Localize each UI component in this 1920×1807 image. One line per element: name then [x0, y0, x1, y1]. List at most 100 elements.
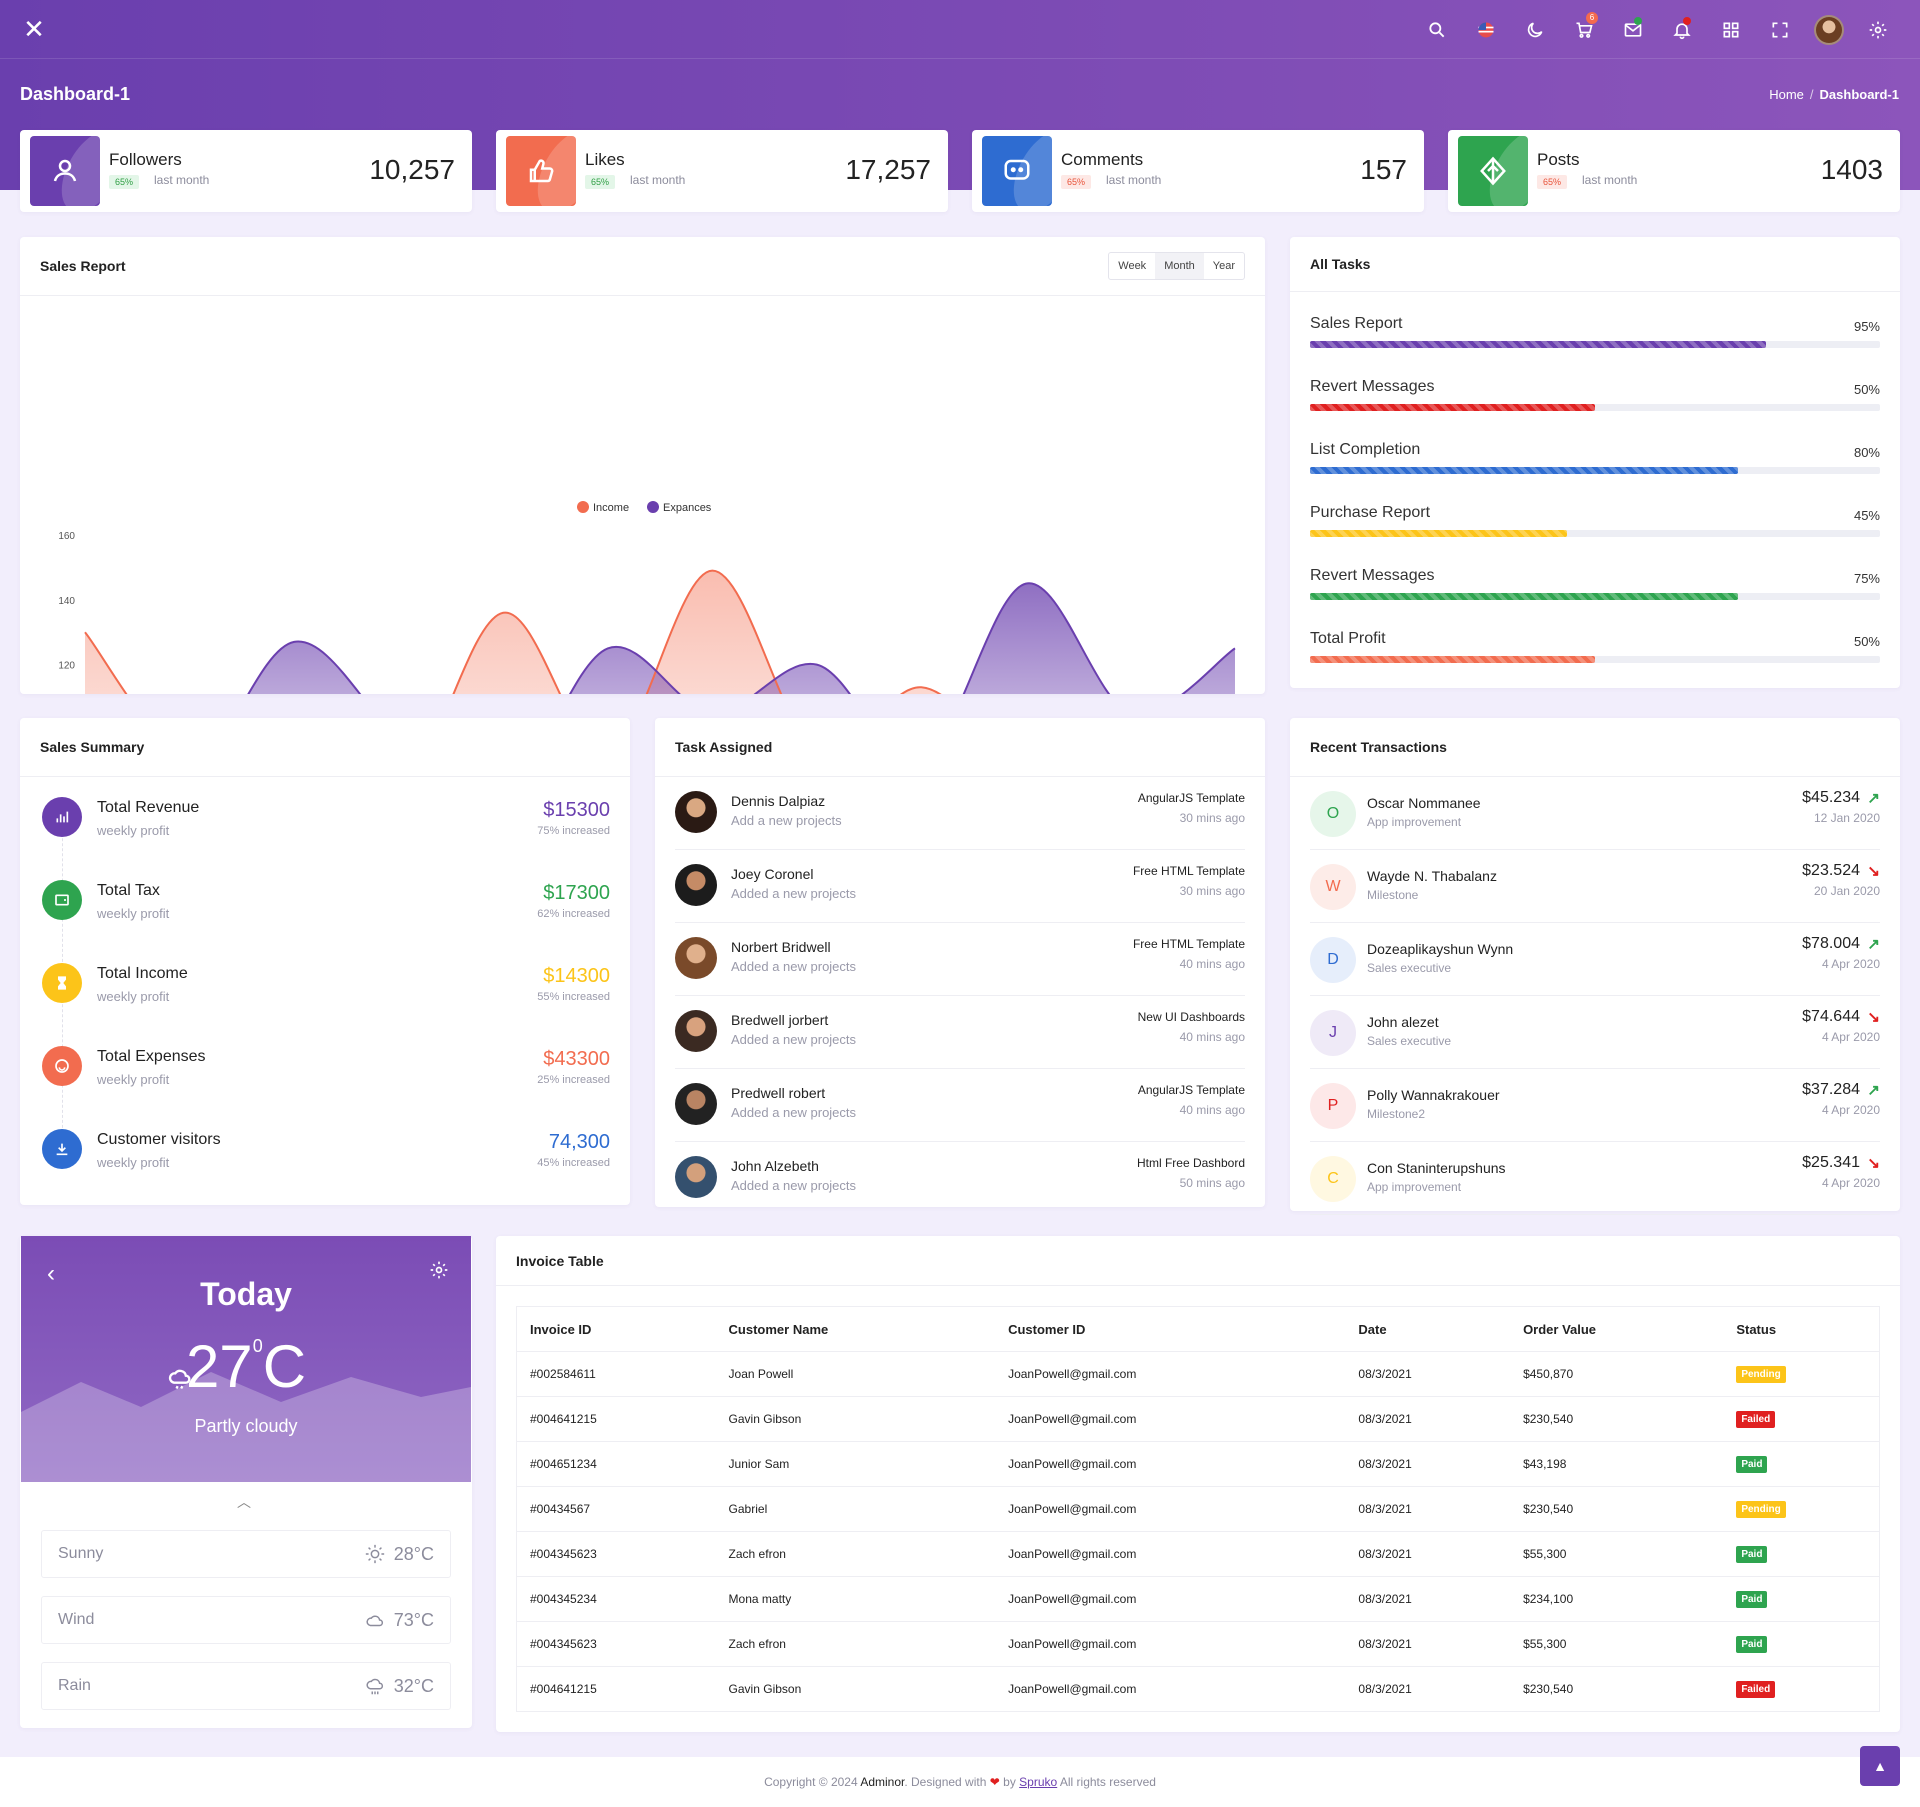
- legend-marker[interactable]: [577, 501, 589, 513]
- breadcrumb-home[interactable]: Home: [1769, 87, 1804, 102]
- bell-icon[interactable]: [1657, 12, 1706, 48]
- chevron-up-icon[interactable]: ︿: [237, 1494, 251, 1510]
- cell-date: 08/3/2021: [1345, 1621, 1511, 1667]
- transaction-item[interactable]: W Wayde N. Thabalanz Milestone $23.524 ↘ 20 J…: [1310, 850, 1880, 923]
- table-row[interactable]: #004345623 Zach efron JoanPowell@gmail.com…: [516, 1621, 1880, 1667]
- weather-row-unit: °C: [413, 1544, 434, 1564]
- search-icon[interactable]: [1412, 12, 1461, 48]
- table-row[interactable]: #004651234 Junior Sam JoanPowell@gmail.com…: [516, 1441, 1880, 1487]
- tab-month[interactable]: Month: [1155, 253, 1204, 279]
- legend-marker[interactable]: [647, 501, 659, 513]
- summary-value: $17300: [543, 882, 610, 904]
- assigned-item[interactable]: Norbert Bridwell Added a new projects Free…: [675, 923, 1245, 996]
- breadcrumb-current: Dashboard-1: [1819, 87, 1899, 102]
- weather-row-label: Wind: [58, 1611, 95, 1628]
- cell-value: $230,540: [1510, 1486, 1724, 1532]
- apps-icon[interactable]: [1706, 12, 1755, 48]
- task-progress-track: [1310, 656, 1880, 663]
- moon-icon[interactable]: [1510, 12, 1559, 48]
- flag-icon[interactable]: [1461, 12, 1510, 48]
- weather-row-label: Rain: [58, 1677, 91, 1694]
- assigned-item[interactable]: Bredwell jorbert Added a new projects New …: [675, 996, 1245, 1069]
- table-row[interactable]: #004345623 Zach efron JoanPowell@gmail.com…: [516, 1531, 1880, 1577]
- top-navbar: ✕ 6: [0, 0, 1920, 59]
- assigned-template: Free HTML Template: [1132, 864, 1245, 878]
- cell-id: #004641215: [516, 1396, 716, 1442]
- weather-row-unit: °C: [413, 1610, 434, 1630]
- back-to-top-button[interactable]: ▲: [1860, 1746, 1900, 1786]
- bell-dot: [1683, 17, 1691, 25]
- summary-title: Total Revenue: [97, 799, 200, 816]
- fullscreen-icon[interactable]: [1755, 12, 1804, 48]
- transaction-date: 4 Apr 2020: [1821, 1103, 1880, 1117]
- avatar: [675, 1010, 717, 1052]
- transaction-item[interactable]: P Polly Wannakrakouer Milestone2 $37.284 ↗ 4 …: [1310, 1069, 1880, 1142]
- task-item: Total Profit 50%: [1310, 630, 1880, 663]
- assignee-name: Norbert Bridwell: [731, 939, 831, 955]
- table-row[interactable]: #004345234 Mona matty JoanPowell@gmail.com…: [516, 1576, 1880, 1622]
- avatar[interactable]: [1804, 12, 1853, 48]
- weather-row-number: 32: [393, 1676, 414, 1696]
- transaction-amount: $78.004: [1802, 935, 1860, 952]
- tab-week[interactable]: Week: [1118, 260, 1147, 272]
- column-header[interactable]: Date: [1345, 1306, 1511, 1352]
- settings-icon[interactable]: [1853, 12, 1902, 48]
- footer-brand[interactable]: Adminor: [860, 1775, 905, 1789]
- weather-row: Rain 32°C: [41, 1662, 451, 1710]
- stat-pct-badge: 65%: [109, 175, 140, 189]
- close-icon[interactable]: ✕: [23, 14, 45, 44]
- legend-label[interactable]: Expances: [663, 502, 712, 514]
- avatar: [675, 864, 717, 906]
- column-header[interactable]: Customer ID: [995, 1306, 1346, 1352]
- tab-year[interactable]: Year: [1212, 260, 1235, 272]
- assigned-item[interactable]: Predwell robert Added a new projects Angul…: [675, 1069, 1245, 1142]
- transaction-item[interactable]: C Con Staninterupshuns App improvement $25.…: [1310, 1142, 1880, 1215]
- table-row[interactable]: #002584611 Joan Powell JoanPowell@gmail.co…: [516, 1351, 1880, 1397]
- footer-company-link[interactable]: Spruko: [1019, 1775, 1058, 1789]
- transaction-item[interactable]: O Oscar Nommanee App improvement $45.234 ↗ 12…: [1310, 777, 1880, 850]
- weather-description: Partly cloudy: [194, 1416, 298, 1436]
- transaction-sub: Milestone: [1367, 888, 1419, 902]
- transaction-item[interactable]: D Dozeaplikayshun Wynn Sales executive $78.…: [1310, 923, 1880, 996]
- column-header[interactable]: Order Value: [1510, 1306, 1724, 1352]
- transaction-sub: Sales executive: [1367, 961, 1452, 975]
- task-progress-fill: [1310, 467, 1738, 474]
- status-badge: Pending: [1736, 1365, 1786, 1383]
- cell-name: Zach efron: [715, 1531, 996, 1577]
- avatar: [675, 1156, 717, 1198]
- transaction-item[interactable]: J John alezet Sales executive $74.644 ↘ 4 Apr…: [1310, 996, 1880, 1069]
- legend-label[interactable]: Income: [593, 502, 629, 514]
- task-item: Purchase Report 45%: [1310, 504, 1880, 537]
- invoice-title: Invoice Table: [496, 1236, 1900, 1286]
- summary-item: Total Income weekly profit $14300 55% incre…: [40, 953, 610, 1013]
- table-row[interactable]: #00434567 Gabriel JoanPowell@gmail.com 08/3…: [516, 1486, 1880, 1532]
- top-icons: 6: [1412, 12, 1902, 48]
- transaction-sub: Milestone2: [1367, 1107, 1426, 1121]
- cell-cid: JoanPowell@gmail.com: [995, 1576, 1346, 1622]
- assigned-template: AngularJS Template: [1137, 1083, 1245, 1097]
- mail-icon[interactable]: [1608, 12, 1657, 48]
- task-name: Purchase Report: [1310, 504, 1431, 521]
- cart-icon[interactable]: 6: [1559, 12, 1608, 48]
- chevron-left-icon[interactable]: ‹: [47, 1260, 55, 1287]
- cell-date: 08/3/2021: [1345, 1486, 1511, 1532]
- cell-id: #00434567: [516, 1486, 716, 1532]
- gear-icon[interactable]: [429, 1260, 449, 1280]
- assigned-item[interactable]: John Alzebeth Added a new projects Html Fr…: [675, 1142, 1245, 1215]
- avatar: [675, 937, 717, 979]
- hourglass-icon: [42, 963, 82, 1003]
- assigned-item[interactable]: Dennis Dalpiaz Add a new projects AngularJ…: [675, 777, 1245, 850]
- column-header[interactable]: Status: [1723, 1306, 1880, 1352]
- column-header[interactable]: Customer Name: [715, 1306, 996, 1352]
- transaction-name: Con Staninterupshuns: [1367, 1160, 1506, 1176]
- assigned-item[interactable]: Joey Coronel Added a new projects Free HTM…: [675, 850, 1245, 923]
- trend-up-icon: ↗: [1867, 1082, 1880, 1099]
- assigned-template: New UI Dashboards: [1137, 1010, 1245, 1024]
- table-row[interactable]: #004641215 Gavin Gibson JoanPowell@gmail.c…: [516, 1396, 1880, 1442]
- status-badge: Failed: [1736, 1410, 1776, 1428]
- table-row[interactable]: #004641215 Gavin Gibson JoanPowell@gmail.c…: [516, 1666, 1880, 1712]
- transaction-avatar: P: [1310, 1083, 1356, 1129]
- assigned-time: 30 mins ago: [1179, 811, 1245, 825]
- task-percent: 75%: [1853, 571, 1880, 586]
- column-header[interactable]: Invoice ID: [516, 1306, 716, 1352]
